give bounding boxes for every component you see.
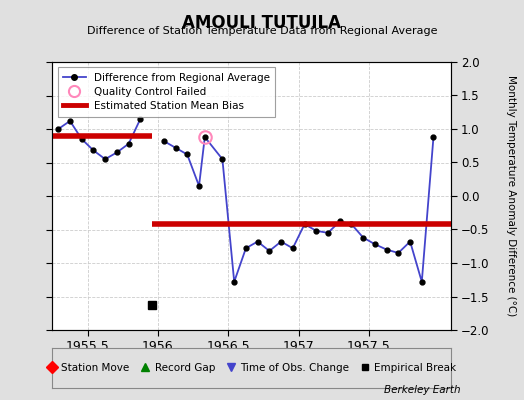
Difference from Regional Average xyxy=(67,118,73,123)
Difference from Regional Average xyxy=(126,141,132,146)
Difference from Regional Average xyxy=(114,150,120,155)
Difference from Regional Average xyxy=(90,148,96,153)
Estimated Station Mean Bias xyxy=(149,133,155,138)
Difference from Regional Average xyxy=(55,126,61,131)
Legend: Station Move, Record Gap, Time of Obs. Change, Empirical Break: Station Move, Record Gap, Time of Obs. C… xyxy=(43,360,460,376)
Difference from Regional Average xyxy=(79,137,85,142)
Text: AMOULI TUTUILA: AMOULI TUTUILA xyxy=(182,14,342,32)
Line: Difference from Regional Average: Difference from Regional Average xyxy=(56,116,143,162)
Legend: Difference from Regional Average, Quality Control Failed, Estimated Station Mean: Difference from Regional Average, Qualit… xyxy=(58,67,275,117)
Difference from Regional Average xyxy=(102,157,108,162)
Text: Berkeley Earth: Berkeley Earth xyxy=(385,385,461,395)
Estimated Station Mean Bias xyxy=(49,133,56,138)
Difference from Regional Average xyxy=(137,116,144,121)
Text: Difference of Station Temperature Data from Regional Average: Difference of Station Temperature Data f… xyxy=(87,26,437,36)
Y-axis label: Monthly Temperature Anomaly Difference (°C): Monthly Temperature Anomaly Difference (… xyxy=(506,75,516,317)
